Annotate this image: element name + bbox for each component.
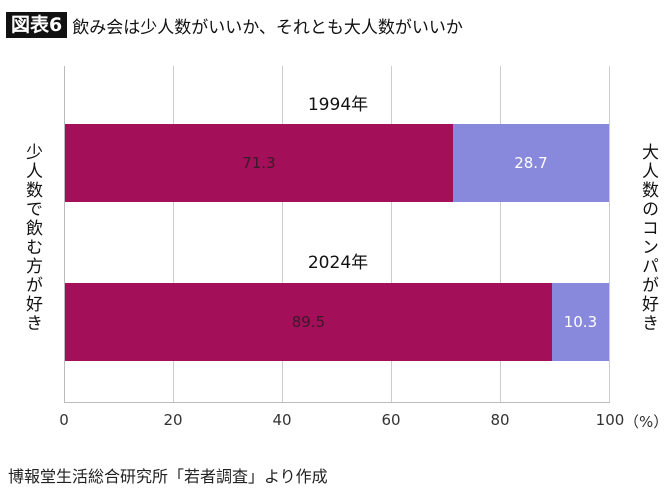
chart-title: 図表6 飲み会は少人数がいいか、それとも大人数がいいか xyxy=(6,11,463,39)
figure-number-badge: 図表6 xyxy=(6,12,68,38)
bar-2024: 89.5 10.3 xyxy=(65,283,609,361)
source-note: 博報堂生活総合研究所「若者調査」より作成 xyxy=(8,467,328,486)
x-tick-60: 60 xyxy=(381,411,401,429)
plot-area: 1994年 71.3 28.7 2024年 89.5 10.3 xyxy=(64,66,610,403)
gridline-80 xyxy=(500,66,501,402)
x-tick-100: 100 xyxy=(595,411,625,429)
title-text: 飲み会は少人数がいいか、それとも大人数がいいか xyxy=(72,17,463,38)
bar-segment-small-group: 89.5 xyxy=(65,283,552,361)
bar-segment-small-group: 71.3 xyxy=(65,124,453,202)
bar-segment-large-group: 10.3 xyxy=(551,283,609,361)
year-label-2024: 2024年 xyxy=(307,253,369,273)
x-axis-unit: （%） xyxy=(624,413,669,431)
left-series-label: 少人数で飲む方が好き xyxy=(22,143,42,333)
x-tick-0: 0 xyxy=(59,411,69,429)
bar-1994: 71.3 28.7 xyxy=(65,124,609,202)
bar-segment-large-group: 28.7 xyxy=(452,124,609,202)
gridline-20 xyxy=(173,66,174,402)
gridline-40 xyxy=(282,66,283,402)
year-label-1994: 1994年 xyxy=(307,95,369,115)
x-tick-40: 40 xyxy=(272,411,292,429)
gridline-60 xyxy=(391,66,392,402)
right-series-label: 大人数のコンパが好き xyxy=(638,143,658,333)
x-tick-80: 80 xyxy=(490,411,510,429)
x-tick-20: 20 xyxy=(163,411,183,429)
